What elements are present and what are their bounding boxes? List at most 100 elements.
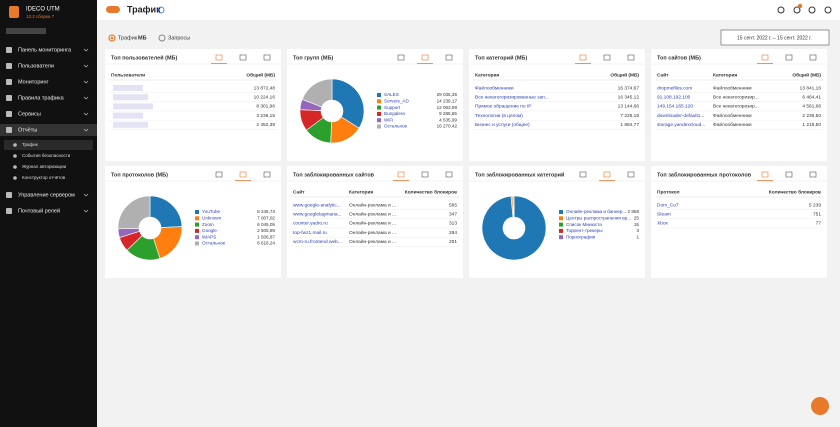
legend-label[interactable]: Список Минюста (566, 222, 602, 227)
view-icon[interactable] (603, 171, 611, 178)
submenu-item[interactable]: События безопасности (22, 153, 71, 158)
table-cell[interactable]: storage.yandexcloud... (657, 122, 705, 128)
blurred-name (113, 103, 153, 110)
legend-label[interactable]: Google (202, 228, 217, 233)
column-header: Количество блокиров (769, 188, 821, 195)
table-cell: 313 (449, 221, 457, 227)
icon[interactable] (824, 6, 832, 14)
table-cell: 347 (449, 211, 457, 217)
legend-swatch (377, 118, 381, 123)
view-icon[interactable] (809, 171, 817, 178)
chevron (83, 48, 89, 52)
table-cell[interactable]: www.googletagmana... (293, 211, 342, 217)
legend-label[interactable]: YouTube (202, 209, 220, 214)
menu-item[interactable]: Почтовый релей (18, 207, 60, 214)
submenu-icon (13, 165, 17, 169)
view-icon[interactable] (809, 54, 817, 61)
legend-label[interactable]: SALES (384, 92, 399, 97)
table-cell: Все некатегоризир... (713, 104, 759, 110)
view-icon[interactable] (397, 54, 405, 61)
legend-label[interactable]: Торрент-трекеры (566, 228, 603, 233)
help-icon[interactable] (157, 6, 165, 14)
legend-label[interactable]: WiFi (384, 117, 393, 122)
legend-value: 15 (634, 222, 640, 227)
menu-icon (6, 192, 12, 198)
radio-traffic[interactable] (108, 34, 116, 42)
submenu-item[interactable]: Журнал авторизации (22, 164, 67, 169)
table-cell[interactable]: 91.108.192.100 (657, 94, 691, 100)
date-picker[interactable] (720, 29, 830, 46)
view-icon[interactable] (397, 171, 405, 178)
view-icon[interactable] (627, 171, 635, 178)
legend-swatch (559, 235, 563, 240)
view-icon[interactable] (761, 171, 769, 178)
view-icon[interactable] (421, 54, 429, 61)
table-cell[interactable]: Файлообменники (475, 84, 514, 91)
table-cell[interactable]: Steam (657, 211, 671, 217)
table-cell[interactable]: 149.154.165.120 (657, 104, 693, 110)
menu-item[interactable]: Правила трафика (18, 95, 65, 101)
bell-icon[interactable] (793, 6, 801, 14)
icon[interactable] (808, 6, 816, 14)
table-cell[interactable]: www.google-analytic... (293, 202, 341, 208)
column-header: Категория (349, 189, 373, 195)
icon[interactable] (777, 6, 785, 14)
table-cell[interactable]: wcm-ru.frontend.web... (293, 239, 342, 245)
view-icon[interactable] (579, 54, 587, 61)
table-cell[interactable]: Бизнес и услуги (общее) (475, 122, 530, 128)
table-cell[interactable]: counter.yadro.ru (293, 221, 328, 227)
menu-item[interactable]: Управление сервером (18, 192, 75, 198)
card-title: Топ заблокированных протоколов (657, 171, 752, 178)
legend-label[interactable]: Остальное (384, 124, 408, 129)
table-cell[interactable]: top-fwz1.mail.ru (293, 230, 327, 236)
table-cell: 7 226,19 (620, 113, 639, 119)
view-icon[interactable] (761, 54, 769, 61)
menu-item[interactable]: Сервисы (18, 111, 41, 117)
table-cell[interactable]: Xbox (657, 221, 669, 227)
menu-item[interactable]: Отчёты (18, 127, 37, 133)
filter-unit[interactable]: МБ (138, 35, 147, 41)
legend-label[interactable]: Центры распространения вр... (566, 216, 631, 221)
table-cell[interactable]: Технологии (в целом) (475, 113, 523, 119)
menu-item[interactable]: Мониторинг (18, 79, 49, 85)
view-icon[interactable] (785, 54, 793, 61)
legend-label[interactable]: Онлайн-реклама и баннер... (566, 208, 626, 214)
legend-label[interactable]: Zoom (202, 222, 214, 227)
view-icon[interactable] (785, 171, 793, 178)
view-icon[interactable] (263, 171, 271, 178)
menu-item[interactable]: Пользователи (18, 63, 54, 69)
view-icon[interactable] (627, 54, 635, 61)
menu-item[interactable]: Панель мониторинга (18, 47, 72, 53)
legend-label[interactable]: IMAPS (202, 234, 216, 239)
product-name: IDECO UTM (26, 7, 60, 13)
fab-button[interactable] (811, 397, 829, 415)
table-cell[interactable]: dropmefiles.com (657, 85, 692, 91)
view-icon[interactable] (421, 171, 429, 178)
submenu-item[interactable]: Конструктор отчётов (22, 175, 66, 180)
table-cell[interactable]: Dom_Co7 (657, 202, 679, 208)
submenu-active (4, 140, 93, 150)
legend-label[interactable]: Bungalera (384, 111, 405, 116)
legend-label[interactable]: Порнография (566, 234, 596, 239)
column-header: Категория (713, 72, 737, 78)
legend-label[interactable]: Остальное (202, 241, 226, 246)
view-icon[interactable] (239, 171, 247, 178)
view-icon[interactable] (445, 54, 453, 61)
view-icon[interactable] (239, 54, 247, 61)
legend-label[interactable]: Unknown (202, 216, 222, 221)
view-icon[interactable] (579, 171, 587, 178)
table-cell[interactable]: Прямое обращение по IP (475, 104, 531, 110)
menu-toggle[interactable] (106, 6, 120, 13)
submenu-item[interactable]: Трафик (22, 142, 38, 147)
view-icon[interactable] (215, 54, 223, 61)
legend-label[interactable]: Servers_AD (384, 99, 409, 104)
table-cell[interactable]: downloader-default1... (657, 113, 704, 119)
legend-label[interactable]: Support (384, 105, 401, 110)
view-icon[interactable] (263, 54, 271, 61)
legend-swatch (195, 210, 199, 214)
view-icon[interactable] (603, 54, 611, 61)
view-icon[interactable] (215, 171, 223, 178)
radio-requests[interactable] (158, 34, 166, 42)
table-cell[interactable]: Все некатегоризированные зап... (475, 94, 549, 100)
view-icon[interactable] (445, 171, 453, 178)
